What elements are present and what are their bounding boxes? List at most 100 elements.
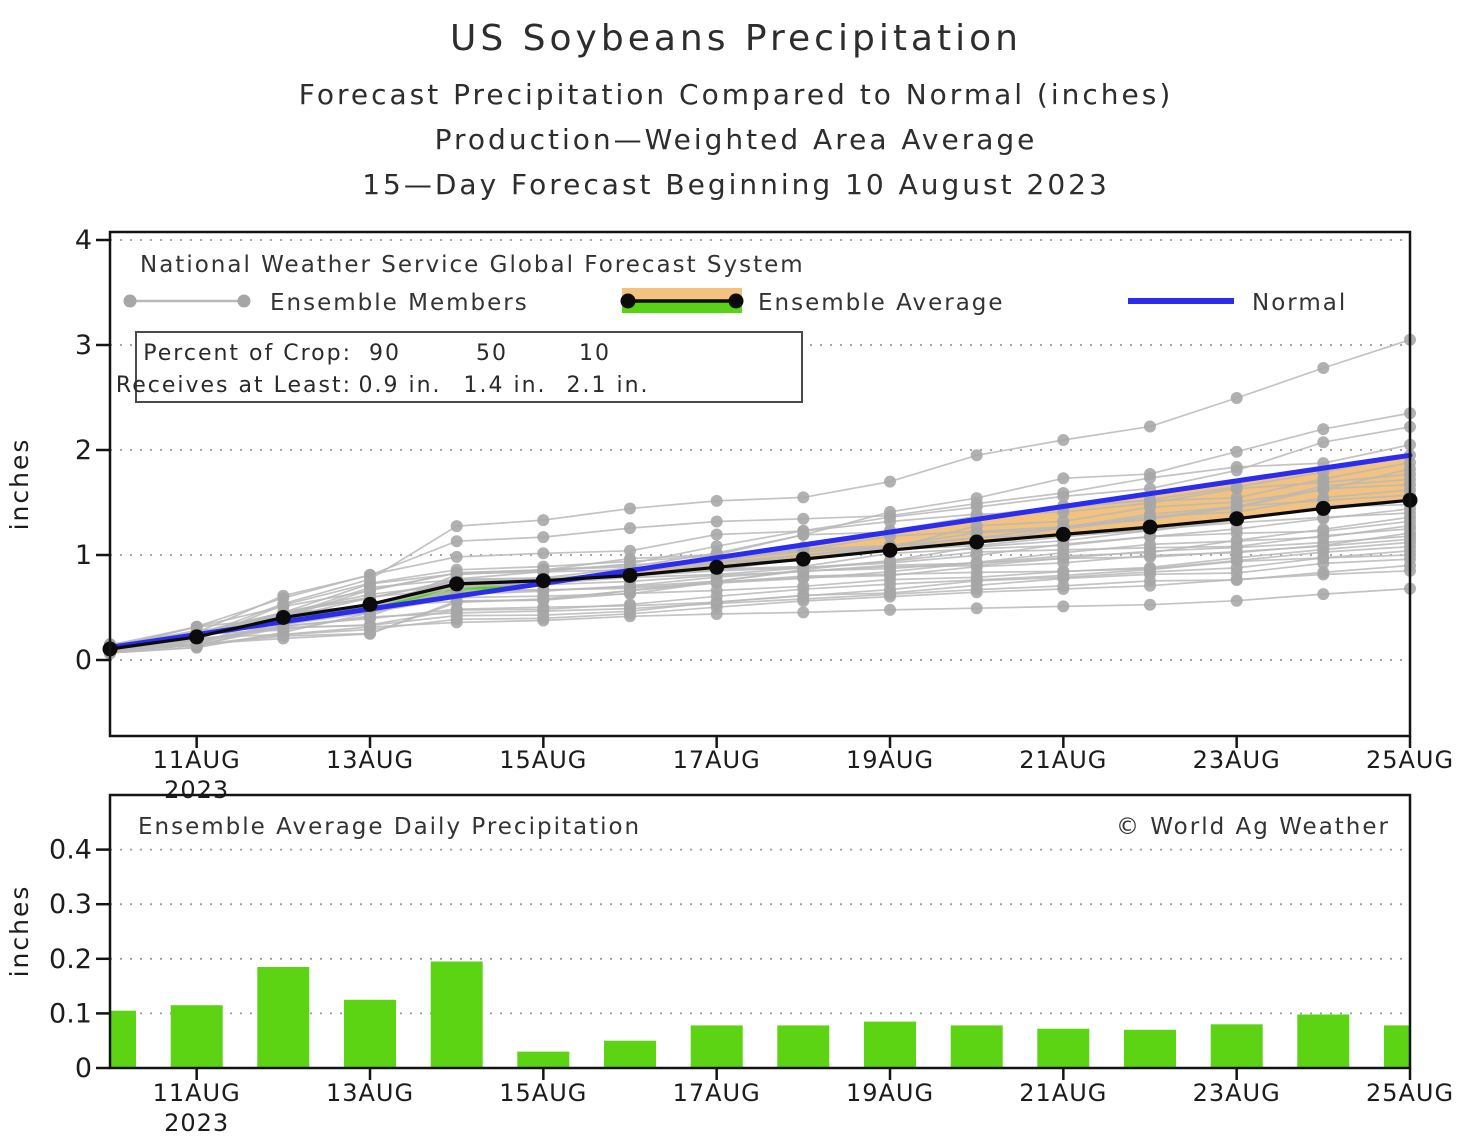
bottom-plot-frame [108,793,1412,1070]
average-and-normal-lines [102,452,1418,657]
daily-bar [1297,1014,1350,1068]
ensemble-member-dot [1144,546,1156,559]
ensemble-member-line [109,489,1411,650]
legend-members-label: Ensemble Members [270,290,529,316]
ensemble-average-dot [1229,511,1245,527]
ensemble-member-dot [1317,512,1330,525]
daily-bars [110,961,1410,1069]
ensemble-member-dot [1230,594,1243,607]
ensemble-member-dot [1317,539,1330,552]
daily-bar [1037,1028,1090,1068]
y-tick-label: 0.4 [49,835,92,866]
ensemble-member-dot [884,603,896,616]
ensemble-member-line [109,587,1411,648]
ensemble-member-dot [1144,420,1156,433]
ensemble-member-dot [1057,600,1070,613]
x-tick-label: 25AUG [1366,1079,1454,1107]
daily-bar [430,961,483,1068]
x-tick-label: 11AUG [153,746,241,774]
ensemble-average-dot [1315,500,1331,516]
ensemble-member-dot [1057,550,1070,562]
top-y-axis-label: inches [5,438,34,531]
legend-average-label: Ensemble Average [758,290,1005,316]
x-tick-year-label: 2023 [164,776,229,804]
ensemble-average-dot [275,610,291,625]
ensemble-member-dot [537,531,550,544]
ensemble-member-dot [1317,362,1330,374]
ensemble-member-dot [1144,468,1156,480]
top-axis-ticks [96,238,1412,748]
ensemble-member-dot [1317,436,1330,449]
ensemble-member-dot [884,475,896,488]
y-tick-label: 0.2 [49,944,92,975]
ensemble-member-dot [277,632,290,645]
y-tick-label: 3 [75,330,92,361]
ensemble-member-dot [1057,565,1070,578]
crop-pct-50: 50 [476,341,508,366]
ensemble-member-dot [1230,534,1243,547]
daily-bar [950,1025,1003,1068]
x-tick-year-label: 2023 [164,1109,229,1137]
ensemble-member-dot [710,528,723,541]
y-tick-label: 2 [75,435,92,466]
page-title: US Soybeans Precipitation [450,18,1022,59]
ensemble-member-dot [1057,515,1070,528]
crop-pct-10: 10 [579,341,611,366]
daily-bar [344,999,396,1069]
ensemble-member-dot [797,563,810,576]
ensemble-member-dot [797,606,810,619]
ensemble-member-dot [277,597,290,610]
ensemble-average-dot [449,576,465,592]
ensemble-member-dot [624,502,636,515]
x-tick-label: 19AUG [846,746,934,774]
subtitle-1: Forecast Precipitation Compared to Norma… [299,78,1174,111]
daily-bar [517,1051,570,1068]
ensemble-member-dot [797,528,810,541]
bottom-axis-ticks [96,848,1412,1080]
ensemble-average-dot [189,629,205,645]
receives-90: 0.9 in. [358,373,441,398]
ensemble-member-dot [450,520,463,533]
x-tick-label: 13AUG [326,1079,414,1107]
ensemble-member-dot [797,572,810,585]
x-tick-label: 11AUG [153,1079,241,1107]
ensemble-member-dot [537,547,550,560]
percent-box-row2-label: Receives at Least: [116,373,352,398]
ensemble-member-dot [1057,490,1070,503]
ensemble-member-dot [1144,561,1156,574]
bottom-gridlines [110,848,1410,1015]
ensemble-member-dot [1144,598,1156,611]
ensemble-average-line [109,498,1411,651]
ensemble-member-dot [364,583,376,596]
x-tick-label: 15AUG [499,1079,587,1107]
ensemble-member-dot [450,550,463,563]
ensemble-member-dot [364,618,376,631]
ensemble-member-dot [1230,523,1243,535]
ensemble-member-dot [1230,491,1243,504]
ensemble-member-dot [1230,464,1243,477]
ensemble-member-line [109,473,1411,649]
legend: Ensemble Members Ensemble Average Normal [123,288,1345,316]
daily-bar [777,1025,830,1068]
ensemble-member-dot [970,549,983,562]
daily-bar [170,1005,223,1068]
legend-members-marker [123,294,251,308]
ensemble-member-dot [624,584,636,597]
ensemble-member-dot [537,603,550,616]
ensemble-average-dot [1142,519,1158,535]
ensemble-member-dot [884,554,896,567]
ensemble-member-line [109,468,1411,651]
legend-average-marker [620,288,744,313]
x-tick-label: 19AUG [846,1079,934,1107]
bottom-y-axis-label: inches [5,885,34,978]
ensemble-average-dot [969,534,985,550]
subtitle-3: 15—Day Forecast Beginning 10 August 2023 [362,168,1110,201]
ensemble-member-dot [1317,523,1330,536]
ensemble-member-dot [1317,483,1330,496]
ensemble-member-dot [884,565,896,578]
y-tick-label: 4 [75,225,92,256]
ensemble-member-dot [537,564,550,577]
crop-pct-90: 90 [369,341,401,366]
